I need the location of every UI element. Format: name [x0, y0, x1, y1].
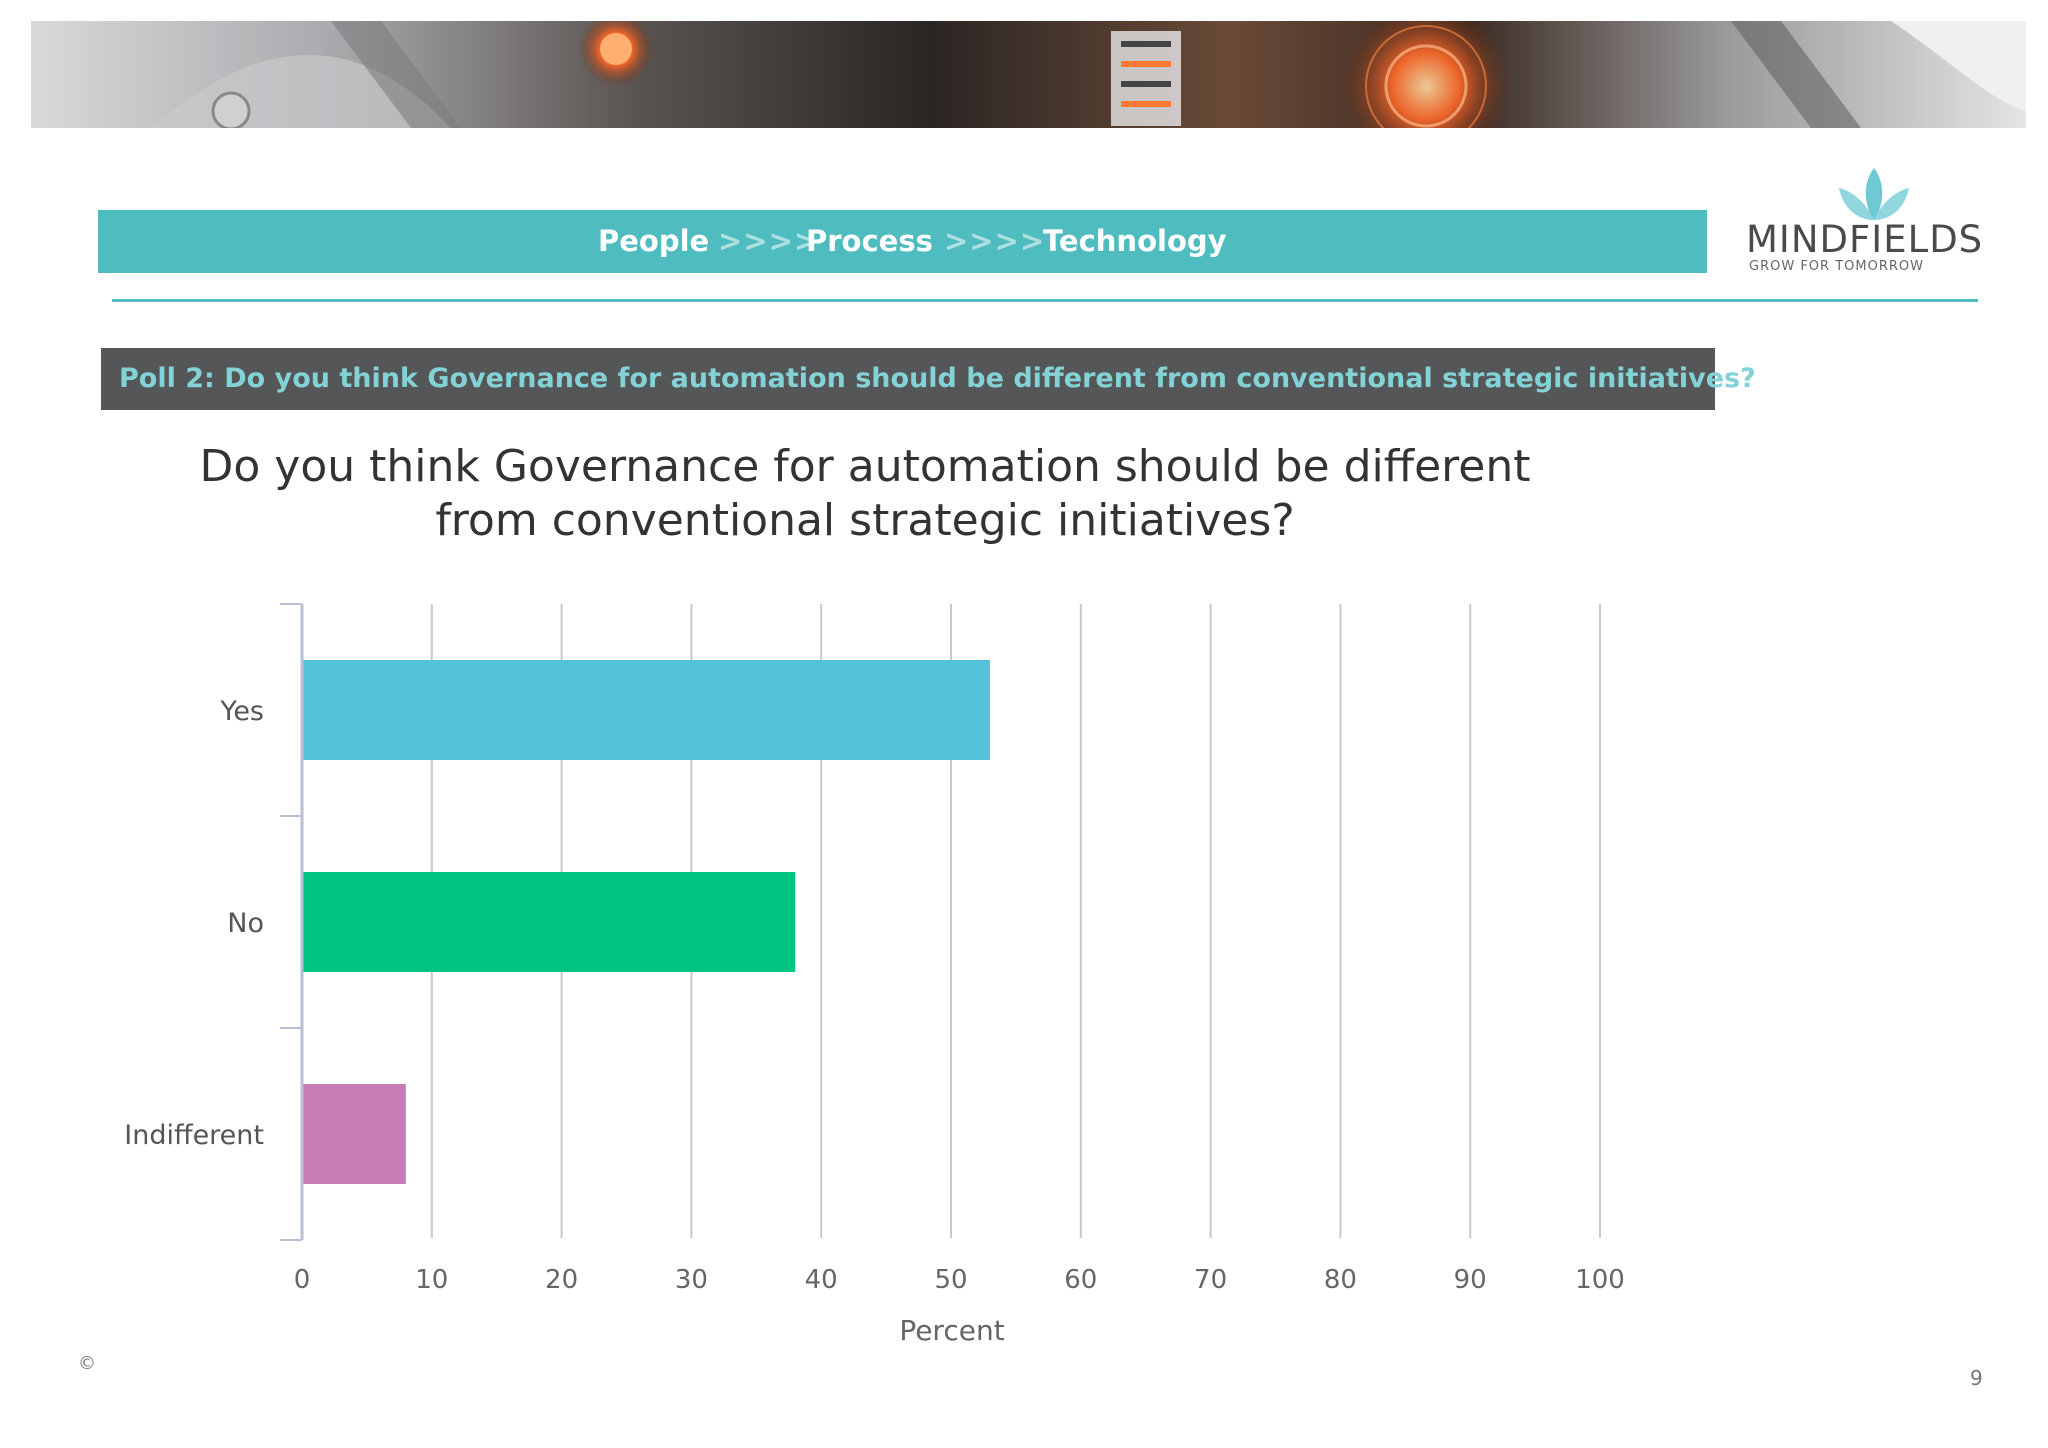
poll-question-text: Poll 2: Do you think Governance for auto… [119, 363, 1756, 394]
divider-rule [112, 299, 1978, 302]
nav-strip: People >>>> Process >>>> Technology [98, 210, 1707, 273]
x-tick-label-80: 80 [1324, 1265, 1357, 1295]
nav-arrows-1: >>>> [718, 224, 820, 258]
nav-people: People [598, 224, 710, 258]
category-label-indifferent: Indifferent [124, 1120, 264, 1151]
nav-technology: Technology [1043, 224, 1227, 258]
category-label-yes: Yes [219, 696, 264, 727]
bar-chart: Yes No Indifferent 0 10 20 30 40 50 60 70 80 90 100 Pe… [124, 603, 1625, 1347]
x-tick-label-100: 100 [1575, 1265, 1625, 1295]
logo-tagline: GROW FOR TOMORROW [1749, 259, 1924, 274]
x-tick-label-30: 30 [675, 1265, 708, 1295]
x-tick-label-70: 70 [1194, 1265, 1227, 1295]
logo-wordmark: MINDFIELDS [1746, 218, 1984, 261]
x-tick-label-0: 0 [294, 1265, 311, 1295]
x-tick-label-50: 50 [934, 1265, 967, 1295]
chart-title: Do you think Governance for automation s… [150, 440, 1580, 548]
nav-process: Process [806, 224, 933, 258]
page-number: 9 [1970, 1366, 1983, 1390]
x-tick-label-90: 90 [1454, 1265, 1487, 1295]
x-tick-label-40: 40 [805, 1265, 838, 1295]
category-label-no: No [227, 908, 264, 939]
bar-yes [302, 660, 990, 760]
chart-title-line-1: Do you think Governance for automation s… [199, 441, 1531, 492]
x-axis-label: Percent [899, 1314, 1004, 1347]
x-tick-label-60: 60 [1064, 1265, 1097, 1295]
x-tick-label-20: 20 [545, 1265, 578, 1295]
chart-title-line-2: from conventional strategic initiatives? [435, 495, 1295, 546]
bar-no [302, 872, 796, 972]
copyright-mark: © [78, 1353, 96, 1374]
lotus-logo-icon [1839, 168, 1909, 220]
nav-arrows-2: >>>> [944, 224, 1046, 258]
poll-question-bar: Poll 2: Do you think Governance for auto… [101, 348, 1756, 410]
x-tick-label-10: 10 [415, 1265, 448, 1295]
bar-indifferent [302, 1084, 406, 1184]
header-banner-image [31, 21, 2026, 128]
